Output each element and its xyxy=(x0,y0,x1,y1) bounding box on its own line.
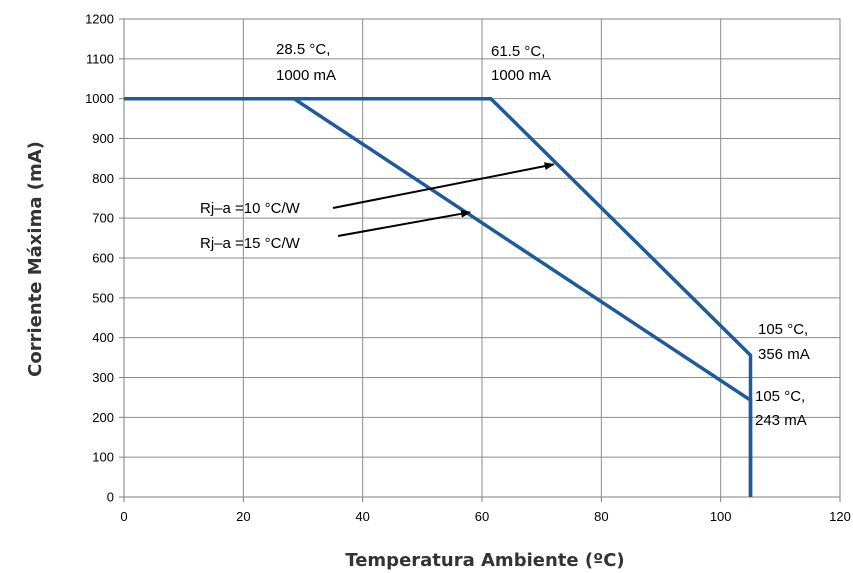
point-annotation: 1000 mA xyxy=(276,67,336,84)
point-annotation: 105 °C, xyxy=(758,321,808,338)
x-tick-label: 40 xyxy=(355,509,369,524)
point-annotation: 243 mA xyxy=(755,412,807,429)
y-tick-label: 1200 xyxy=(85,12,114,27)
y-tick-label: 400 xyxy=(92,330,114,345)
arrow-line xyxy=(337,209,472,237)
y-tick-label: 1000 xyxy=(85,91,114,106)
point-annotations: 28.5 °C, 1000 mA 61.5 °C, 1000 mA 105 °C, 356… xyxy=(276,41,810,429)
y-tick-label: 1100 xyxy=(86,51,114,66)
point-annotation: 61.5 °C, xyxy=(491,43,545,60)
y-tick-label: 200 xyxy=(92,410,114,425)
y-axis-title: Corriente Máxima (mA) xyxy=(25,141,46,377)
point-annotation: 1000 mA xyxy=(491,67,551,84)
x-tick-label: 20 xyxy=(236,509,250,524)
arrow-line xyxy=(332,162,555,209)
x-tick-label: 80 xyxy=(594,509,608,524)
x-axis-title: Temperatura Ambiente (ºC) xyxy=(345,550,624,571)
y-tick-label: 300 xyxy=(92,370,114,385)
axis-ticks: 0100200300400500600700800900100011001200… xyxy=(85,12,851,525)
arrow-annotations: Rj–a =10 °C/W Rj–a =15 °C/W xyxy=(200,162,555,252)
series-lines xyxy=(124,96,753,497)
y-tick-label: 100 xyxy=(92,450,114,465)
y-tick-label: 900 xyxy=(92,131,114,146)
arrow-label: Rj–a =10 °C/W xyxy=(200,200,301,217)
arrow-label: Rj–a =15 °C/W xyxy=(200,235,301,252)
x-tick-label: 100 xyxy=(710,509,732,524)
y-tick-label: 500 xyxy=(92,290,114,305)
y-tick-label: 600 xyxy=(92,251,114,266)
point-annotation: 28.5 °C, xyxy=(276,41,330,58)
y-tick-label: 0 xyxy=(107,490,114,505)
grid-lines xyxy=(124,19,840,497)
x-tick-label: 0 xyxy=(120,509,127,524)
series-line-2 xyxy=(124,96,753,497)
y-tick-label: 800 xyxy=(92,171,114,186)
point-annotation: 356 mA xyxy=(758,346,810,363)
point-annotation: 105 °C, xyxy=(755,388,805,405)
y-tick-label: 700 xyxy=(92,211,114,226)
x-tick-label: 120 xyxy=(829,509,851,524)
x-tick-label: 60 xyxy=(475,509,489,524)
